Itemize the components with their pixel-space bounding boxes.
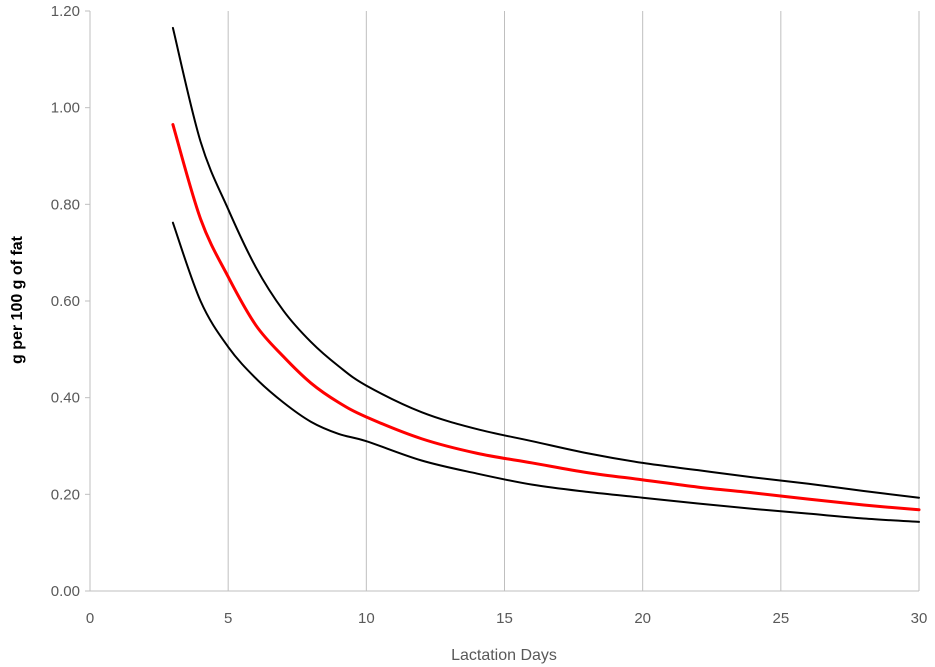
x-tick-label: 15	[496, 610, 513, 627]
y-tick-label: 0.80	[51, 196, 80, 213]
y-tick-label: 0.00	[51, 583, 80, 600]
x-tick-label: 10	[358, 610, 375, 627]
x-tick-label: 30	[911, 610, 928, 627]
x-tick-label: 25	[772, 610, 789, 627]
y-tick-label: 0.40	[51, 390, 80, 407]
grid	[227, 11, 920, 591]
x-axis-title: Lactation Days	[451, 647, 557, 664]
lower-bound-line	[171, 221, 920, 523]
y-tick-label: 1.00	[51, 100, 80, 117]
axes	[85, 10, 919, 592]
y-tick-label: 0.20	[51, 486, 80, 503]
x-tick-label: 5	[224, 610, 232, 627]
y-axis-title: g per 100 g of fat	[9, 235, 26, 364]
upper-bound-line	[171, 26, 920, 499]
tick-labels: 0 5 10 15 20 25 30 0.00 0.20 0.40 0.60 0.80 1.00 1.20	[51, 3, 928, 627]
x-tick-label: 20	[634, 610, 651, 627]
y-tick-label: 0.60	[51, 293, 80, 310]
x-tick-label: 0	[86, 610, 94, 627]
y-tick-label: 1.20	[51, 3, 80, 20]
mean-line	[171, 123, 921, 512]
series	[171, 26, 921, 523]
